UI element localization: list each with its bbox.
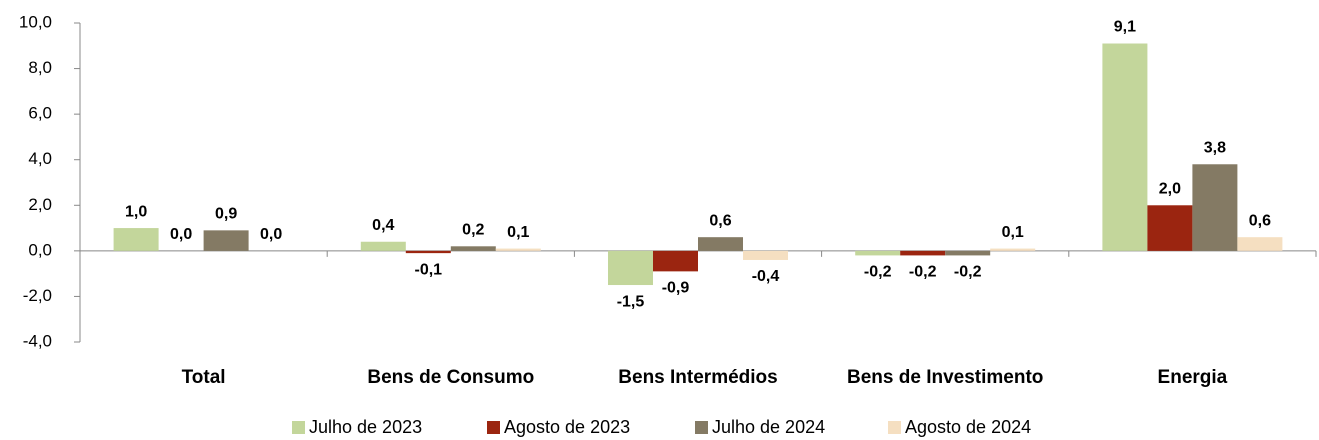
legend-swatch bbox=[292, 421, 305, 434]
bar bbox=[653, 250, 698, 272]
x-tick-label: Bens de Investimento bbox=[847, 367, 1043, 388]
legend-swatch bbox=[695, 421, 708, 434]
value-label: 0,6 bbox=[709, 212, 731, 229]
bar bbox=[360, 241, 406, 251]
bar bbox=[450, 246, 496, 251]
bar bbox=[990, 248, 1036, 251]
bar bbox=[855, 250, 901, 256]
bar bbox=[495, 248, 541, 251]
bar bbox=[113, 228, 159, 251]
bar bbox=[1147, 205, 1193, 251]
x-tick-label: Total bbox=[182, 367, 226, 388]
bar bbox=[1192, 164, 1238, 251]
value-label: 0,0 bbox=[170, 226, 192, 243]
value-label: 0,6 bbox=[1249, 212, 1271, 229]
bar bbox=[1237, 237, 1283, 251]
bar bbox=[945, 250, 991, 256]
value-label: -0,2 bbox=[954, 264, 982, 281]
value-label: 9,1 bbox=[1114, 19, 1136, 36]
bar bbox=[608, 250, 653, 286]
value-label: 0,9 bbox=[215, 206, 237, 223]
value-label: 0,4 bbox=[372, 217, 394, 234]
value-label: -0,2 bbox=[864, 264, 892, 281]
value-label: 1,0 bbox=[125, 203, 147, 220]
y-tick-label: 2,0 bbox=[28, 195, 52, 214]
x-tick-label: Bens de Consumo bbox=[367, 367, 534, 388]
value-label: 0,1 bbox=[507, 224, 529, 241]
x-tick-label: Bens Intermédios bbox=[618, 367, 777, 388]
bar bbox=[698, 237, 743, 251]
y-tick-label: 8,0 bbox=[28, 58, 52, 77]
bar bbox=[743, 250, 788, 260]
value-label: -0,1 bbox=[415, 261, 443, 278]
value-label: -0,4 bbox=[752, 268, 780, 285]
legend-swatch bbox=[487, 421, 500, 434]
value-label: 0,0 bbox=[260, 226, 282, 243]
value-label: -0,2 bbox=[909, 264, 937, 281]
value-label: 0,2 bbox=[462, 222, 484, 239]
value-label: -0,9 bbox=[662, 280, 690, 297]
bar bbox=[405, 250, 451, 254]
legend-label: Julho de 2023 bbox=[309, 417, 422, 437]
legend-label: Julho de 2024 bbox=[712, 417, 825, 437]
y-tick-label: -4,0 bbox=[23, 331, 52, 350]
y-tick-label: 4,0 bbox=[28, 149, 52, 168]
legend-label: Agosto de 2024 bbox=[905, 417, 1031, 437]
bar bbox=[203, 230, 249, 251]
bar bbox=[1102, 43, 1148, 251]
value-label: 0,1 bbox=[1002, 224, 1024, 241]
x-tick-label: Energia bbox=[1158, 367, 1228, 388]
value-label: -1,5 bbox=[617, 293, 645, 310]
y-tick-label: 0,0 bbox=[28, 240, 52, 259]
value-label: 3,8 bbox=[1204, 139, 1226, 156]
value-label: 2,0 bbox=[1159, 181, 1181, 198]
y-tick-label: -2,0 bbox=[23, 286, 52, 305]
y-tick-label: 10,0 bbox=[19, 12, 52, 31]
y-tick-label: 6,0 bbox=[28, 104, 52, 123]
legend-swatch bbox=[888, 421, 901, 434]
bar bbox=[900, 250, 946, 256]
legend-label: Agosto de 2023 bbox=[504, 417, 630, 437]
